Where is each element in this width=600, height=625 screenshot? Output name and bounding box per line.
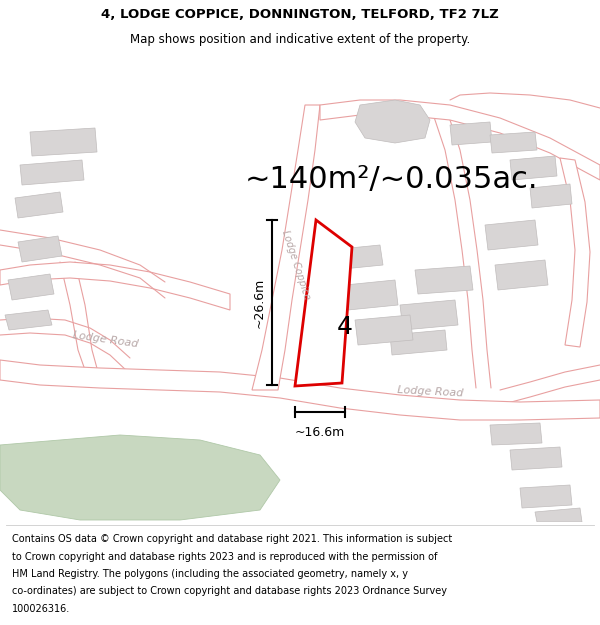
Polygon shape — [560, 158, 590, 347]
Polygon shape — [415, 266, 473, 294]
Text: Lodge Coppice: Lodge Coppice — [280, 229, 312, 301]
Polygon shape — [490, 423, 542, 445]
Polygon shape — [535, 508, 582, 522]
Polygon shape — [15, 192, 63, 218]
Polygon shape — [495, 260, 548, 290]
Text: 4: 4 — [336, 315, 352, 339]
Text: Lodge Road: Lodge Road — [71, 331, 139, 349]
Polygon shape — [450, 122, 492, 145]
Polygon shape — [400, 300, 458, 330]
Polygon shape — [390, 330, 447, 355]
Text: ~16.6m: ~16.6m — [295, 426, 345, 439]
Polygon shape — [0, 360, 600, 420]
Text: ~26.6m: ~26.6m — [253, 278, 266, 328]
Polygon shape — [5, 310, 52, 330]
Text: Map shows position and indicative extent of the property.: Map shows position and indicative extent… — [130, 32, 470, 46]
Polygon shape — [530, 184, 572, 208]
Text: ~140m²/~0.035ac.: ~140m²/~0.035ac. — [245, 166, 539, 194]
Text: 100026316.: 100026316. — [12, 604, 70, 614]
Text: co-ordinates) are subject to Crown copyright and database rights 2023 Ordnance S: co-ordinates) are subject to Crown copyr… — [12, 586, 447, 596]
Polygon shape — [355, 315, 413, 345]
Polygon shape — [252, 105, 320, 390]
Polygon shape — [355, 100, 430, 143]
Polygon shape — [20, 160, 84, 185]
Text: 4, LODGE COPPICE, DONNINGTON, TELFORD, TF2 7LZ: 4, LODGE COPPICE, DONNINGTON, TELFORD, T… — [101, 8, 499, 21]
Polygon shape — [0, 262, 230, 310]
Polygon shape — [18, 236, 62, 262]
Polygon shape — [295, 220, 352, 386]
Polygon shape — [345, 280, 398, 310]
Polygon shape — [490, 132, 537, 153]
Polygon shape — [320, 100, 600, 180]
Text: Lodge Road: Lodge Road — [397, 385, 463, 399]
Text: HM Land Registry. The polygons (including the associated geometry, namely x, y: HM Land Registry. The polygons (includin… — [12, 569, 408, 579]
Polygon shape — [330, 245, 383, 270]
Polygon shape — [0, 435, 280, 520]
Polygon shape — [485, 220, 538, 250]
Polygon shape — [30, 128, 97, 156]
Polygon shape — [510, 156, 557, 180]
Polygon shape — [8, 274, 54, 300]
Polygon shape — [520, 485, 572, 508]
Text: Contains OS data © Crown copyright and database right 2021. This information is : Contains OS data © Crown copyright and d… — [12, 534, 452, 544]
Polygon shape — [510, 447, 562, 470]
Text: to Crown copyright and database rights 2023 and is reproduced with the permissio: to Crown copyright and database rights 2… — [12, 552, 437, 562]
